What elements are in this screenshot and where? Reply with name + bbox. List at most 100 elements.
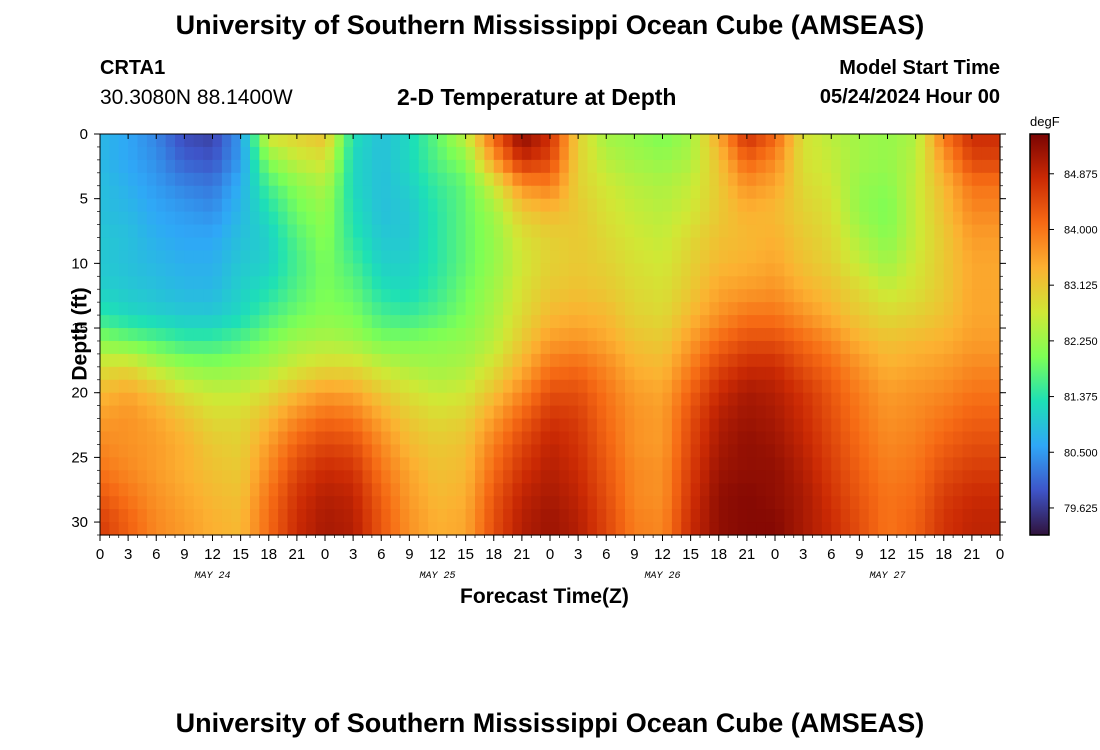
heatmap-cell — [128, 496, 139, 510]
heatmap-cell — [793, 302, 804, 316]
heatmap-cell — [287, 366, 298, 381]
heatmap-cell — [184, 159, 195, 174]
heatmap-cell — [250, 366, 260, 381]
heatmap-cell — [128, 509, 139, 523]
heatmap-cell — [306, 224, 317, 239]
heatmap-cell — [184, 211, 195, 226]
heatmap-cell — [718, 353, 729, 368]
heatmap-cell — [250, 250, 260, 264]
heatmap-cell — [850, 134, 860, 148]
heatmap-cell — [259, 470, 270, 484]
heatmap-cell — [428, 250, 439, 264]
heatmap-cell — [203, 289, 214, 303]
heatmap-cell — [531, 522, 542, 536]
heatmap-cell — [296, 134, 307, 148]
heatmap-cell — [943, 418, 954, 433]
heatmap-cell — [315, 457, 326, 471]
heatmap-cell — [840, 509, 851, 523]
heatmap-cell — [212, 250, 223, 264]
heatmap-cell — [531, 418, 542, 433]
heatmap-cell — [868, 211, 879, 226]
heatmap-cell — [109, 185, 120, 200]
heatmap-cell — [850, 159, 860, 174]
heatmap-cell — [803, 263, 814, 277]
heatmap-cell — [587, 496, 598, 510]
heatmap-cell — [700, 315, 710, 329]
heatmap-cell — [118, 366, 129, 381]
heatmap-cell — [137, 263, 148, 277]
heatmap-cell — [521, 483, 532, 497]
heatmap-cell — [306, 185, 317, 200]
heatmap-cell — [156, 146, 167, 161]
heatmap-cell — [203, 483, 214, 497]
heatmap-cell — [709, 263, 720, 277]
heatmap-cell — [353, 405, 364, 420]
heatmap-cell — [240, 340, 251, 355]
heatmap-cell — [971, 431, 982, 446]
heatmap-cell — [371, 353, 382, 368]
heatmap-cell — [259, 418, 270, 433]
heatmap-cell — [812, 237, 823, 252]
heatmap-cell — [446, 509, 457, 523]
heatmap-cell — [878, 340, 889, 355]
heatmap-cell — [137, 211, 148, 226]
heatmap-cell — [765, 418, 776, 433]
heatmap-cell — [231, 302, 242, 316]
heatmap-cell — [653, 302, 664, 316]
heatmap-cell — [971, 457, 982, 471]
heatmap-cell — [812, 146, 823, 161]
heatmap-cell — [409, 172, 420, 187]
heatmap-cell — [118, 146, 129, 161]
heatmap-cell — [793, 392, 804, 407]
heatmap-cell — [868, 444, 879, 458]
heatmap-cell — [128, 198, 139, 213]
heatmap-cell — [268, 263, 279, 277]
heatmap-cell — [409, 457, 420, 471]
heatmap-cell — [596, 483, 607, 497]
heatmap-cell — [615, 392, 626, 407]
heatmap-cell — [521, 276, 532, 290]
heatmap-cell — [718, 340, 729, 355]
heatmap-cell — [625, 159, 635, 174]
heatmap-cell — [128, 405, 139, 420]
heatmap-cell — [296, 405, 307, 420]
heatmap-cell — [915, 392, 926, 407]
heatmap-cell — [784, 315, 795, 329]
heatmap-cell — [437, 276, 448, 290]
heatmap-cell — [578, 418, 589, 433]
heatmap-cell — [343, 353, 354, 368]
heatmap-cell — [484, 457, 495, 471]
heatmap-cell — [756, 185, 767, 200]
heatmap-cell — [981, 224, 992, 239]
heatmap-cell — [746, 353, 757, 368]
heatmap-cell — [559, 185, 570, 200]
heatmap-cell — [540, 302, 551, 316]
heatmap-cell — [850, 172, 860, 187]
heatmap-cell — [943, 379, 954, 394]
heatmap-cell — [915, 366, 926, 381]
heatmap-cell — [812, 353, 823, 368]
heatmap-cell — [353, 392, 364, 407]
heatmap-cell — [212, 134, 223, 148]
heatmap-cell — [662, 353, 673, 368]
heatmap-cell — [146, 289, 157, 303]
heatmap-cell — [371, 405, 382, 420]
heatmap-cell — [428, 522, 439, 536]
x-tick-label: 12 — [879, 546, 896, 563]
heatmap-cell — [531, 405, 542, 420]
heatmap-cell — [268, 470, 279, 484]
heatmap-cell — [400, 353, 410, 368]
heatmap-cell — [700, 289, 710, 303]
heatmap-cell — [831, 379, 842, 394]
heatmap-cell — [531, 392, 542, 407]
heatmap-cell — [371, 496, 382, 510]
heatmap-cell — [550, 146, 560, 161]
heatmap-cell — [362, 522, 373, 536]
heatmap-cell — [484, 509, 495, 523]
heatmap-cell — [503, 172, 514, 187]
heatmap-cell — [756, 379, 767, 394]
heatmap-cell — [175, 379, 185, 394]
heatmap-cell — [671, 522, 682, 536]
heatmap-cell — [559, 522, 570, 536]
heatmap-cell — [503, 211, 514, 226]
